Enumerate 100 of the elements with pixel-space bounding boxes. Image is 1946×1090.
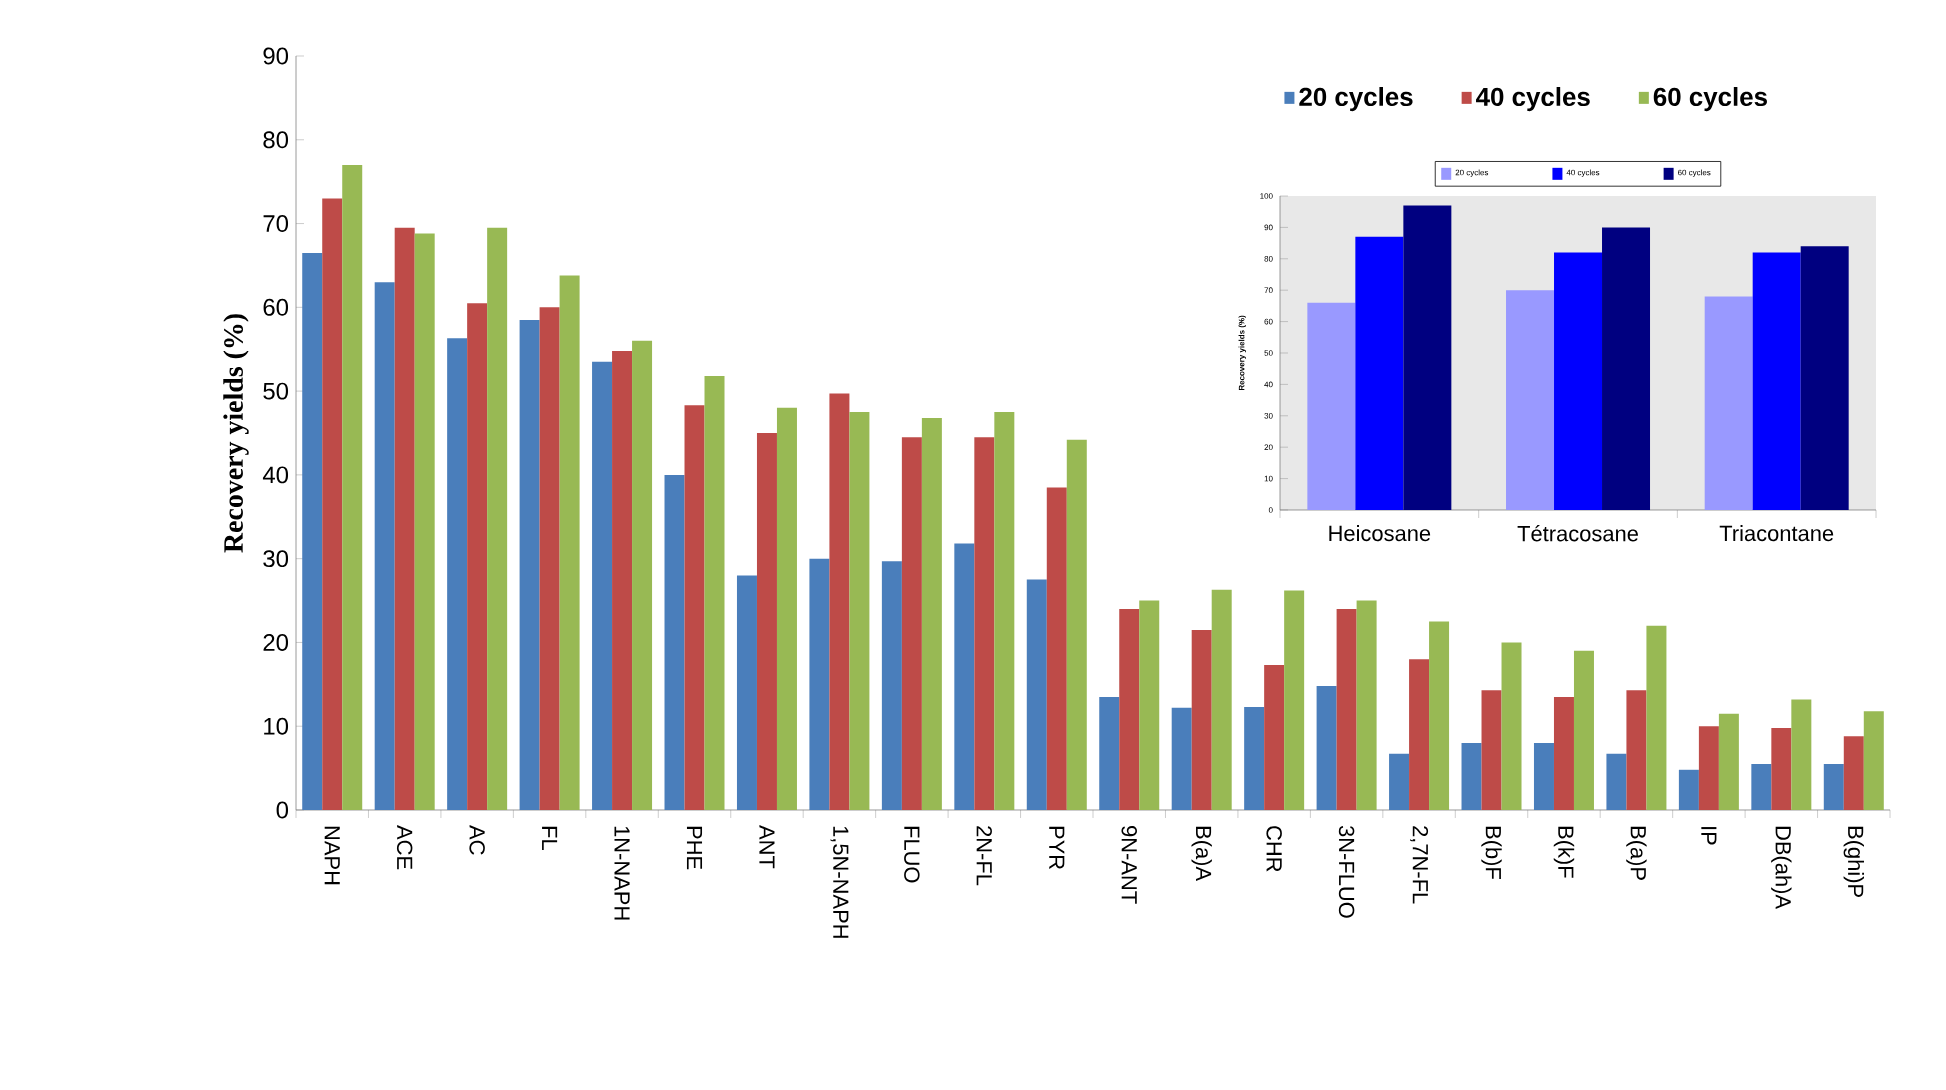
- bar: [664, 474, 685, 810]
- bar: [1718, 713, 1739, 810]
- x-tick-label: ANT: [759, 825, 775, 869]
- y-tick-label: 90: [263, 47, 289, 65]
- bar: [1678, 769, 1699, 810]
- bar: [1139, 600, 1160, 810]
- x-tick-label: 2N-FL: [976, 826, 992, 886]
- x-tick-label: B(ghi)P: [1843, 826, 1864, 897]
- y-tick-label: 40: [262, 466, 289, 484]
- bar: [1481, 690, 1502, 810]
- bar: [1099, 696, 1120, 810]
- bar: [519, 319, 540, 810]
- y-tick-label: 10: [264, 717, 289, 735]
- bar: [1264, 665, 1285, 810]
- x-tick-label: FL: [542, 826, 558, 850]
- bar: [1066, 439, 1087, 810]
- y-tick-label: 80: [263, 131, 289, 149]
- x-tick-label: IP: [1701, 827, 1717, 845]
- x-tick-label: Tétracosane: [1517, 525, 1638, 542]
- x-tick-label: 3N-FLUO: [1338, 825, 1355, 918]
- x-tick-label: DB(ah)A: [1771, 826, 1792, 910]
- bar: [1356, 600, 1377, 810]
- bar: [1791, 699, 1812, 810]
- bar: [1191, 629, 1212, 810]
- bar: [1501, 642, 1522, 810]
- bar: [1602, 227, 1651, 510]
- legend-label: 40 cycles: [1476, 86, 1590, 112]
- bar: [1704, 296, 1753, 510]
- bar: [994, 412, 1015, 810]
- bar: [1171, 707, 1192, 810]
- bar: [394, 227, 415, 810]
- bar: [756, 433, 777, 810]
- bar: [1026, 579, 1047, 810]
- bar: [302, 252, 323, 810]
- bar: [1355, 236, 1404, 510]
- y-tick-label: 20: [263, 633, 289, 651]
- bar: [901, 437, 922, 810]
- bar: [1646, 625, 1667, 810]
- bar: [809, 558, 830, 810]
- bar: [1554, 252, 1603, 510]
- bar: [1046, 487, 1067, 810]
- bar: [974, 437, 995, 810]
- x-tick-label: PHE: [686, 826, 703, 870]
- bar: [592, 361, 613, 810]
- x-tick-label: Triacontane: [1719, 525, 1834, 542]
- bar: [736, 575, 757, 810]
- bar: [1244, 706, 1265, 810]
- legend-label: 20 cycles: [1299, 86, 1413, 112]
- bar: [487, 227, 508, 810]
- bar: [829, 393, 850, 810]
- bar: [1461, 742, 1482, 810]
- x-tick-label: B(a)A: [1191, 826, 1212, 881]
- bar: [1211, 589, 1232, 810]
- bar: [414, 233, 435, 810]
- y-axis-title: Recovery yields (%): [223, 314, 249, 553]
- x-tick-label: B(b)F: [1481, 826, 1502, 879]
- y-tick-label: 0: [276, 801, 289, 819]
- bar: [704, 376, 725, 810]
- bar: [447, 338, 468, 810]
- bar: [1336, 608, 1357, 810]
- bar: [632, 340, 653, 810]
- bar: [1429, 621, 1450, 810]
- y-tick-label: 60: [263, 298, 289, 316]
- bar: [1823, 763, 1844, 810]
- x-tick-label: NAPH: [324, 826, 340, 885]
- bar: [1771, 727, 1792, 810]
- bar: [539, 307, 560, 810]
- bar: [342, 164, 363, 810]
- bar: [1626, 690, 1647, 810]
- bar: [1316, 686, 1337, 810]
- bar: [1800, 246, 1849, 510]
- legend-label: 60 cycles: [1653, 86, 1767, 112]
- x-tick-label: PYR: [1049, 826, 1065, 870]
- x-tick-label: Heicosane: [1329, 525, 1431, 542]
- bar: [776, 407, 797, 810]
- bar: [1389, 753, 1410, 810]
- bar: [881, 561, 902, 810]
- bar: [1403, 205, 1452, 510]
- x-tick-label: CHR: [1266, 826, 1282, 872]
- x-tick-label: 9N-ANT: [1121, 826, 1137, 904]
- bar: [374, 282, 395, 810]
- bar: [467, 303, 488, 810]
- bar: [1533, 742, 1554, 810]
- x-tick-label: 1N-NAPH: [614, 826, 630, 920]
- bar: [322, 198, 343, 810]
- x-tick-label: B(k)F: [1553, 826, 1575, 878]
- bar: [1863, 711, 1884, 810]
- bar: [954, 543, 975, 810]
- bar: [1752, 252, 1801, 510]
- x-tick-label: FLUO: [904, 826, 920, 883]
- x-tick-label: AC: [469, 825, 485, 855]
- bar: [849, 412, 870, 810]
- x-tick-label: B(a)P: [1626, 826, 1647, 880]
- bar: [612, 350, 633, 810]
- y-tick-label: 50: [263, 382, 289, 400]
- bar: [1751, 763, 1772, 810]
- bar: [1573, 650, 1594, 810]
- bar: [1553, 696, 1574, 810]
- x-tick-label: 1,5N-NAPH: [830, 826, 849, 938]
- bar: [1284, 590, 1305, 810]
